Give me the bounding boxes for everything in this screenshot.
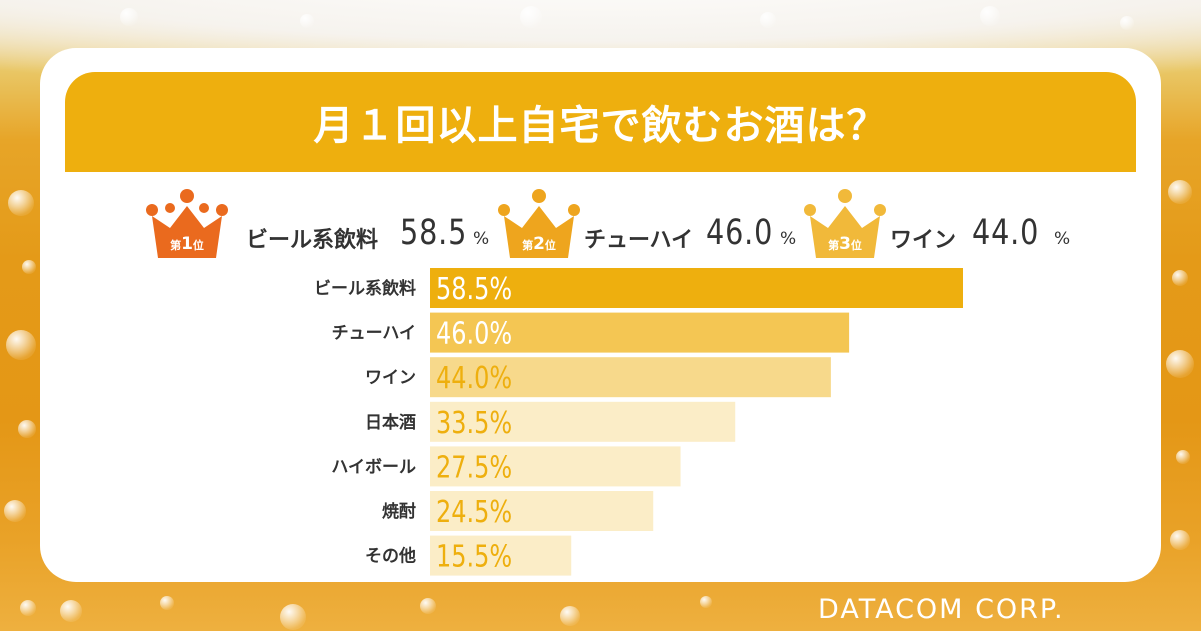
value-label: 58.5% xyxy=(436,272,512,306)
podium-value: 58.5 xyxy=(400,213,468,253)
podium-unit: % xyxy=(473,229,490,249)
value-label: 33.5% xyxy=(436,406,512,440)
podium-name: ワイン xyxy=(890,228,957,253)
category-label: 日本酒 xyxy=(365,412,416,433)
podium-name: ビール系飲料 xyxy=(246,228,379,253)
crown-icon: 第2位 xyxy=(498,186,580,262)
page-title: 月１回以上自宅で飲むお酒は？ xyxy=(313,103,888,149)
category-label: ビール系飲料 xyxy=(314,278,416,299)
value-label: 24.5% xyxy=(436,495,512,529)
category-label: チューハイ xyxy=(332,324,416,344)
podium-unit: % xyxy=(1054,229,1071,249)
title-band: 月１回以上自宅で飲むお酒は？ xyxy=(65,72,1136,172)
crown-icon: 第1位 xyxy=(146,186,228,262)
bar-4 xyxy=(430,446,681,487)
podium-value: 44.0 xyxy=(972,213,1040,253)
value-label: 15.5% xyxy=(436,540,512,574)
company-logo: DATACOM CORP. xyxy=(818,594,1065,625)
bar-0 xyxy=(430,268,963,308)
podium-unit: % xyxy=(780,229,797,249)
category-label: 焼酎 xyxy=(382,501,416,522)
bar-6 xyxy=(430,535,572,576)
bar-5 xyxy=(430,491,654,531)
bar-3 xyxy=(430,401,736,442)
bar-1 xyxy=(430,312,850,353)
value-label: 27.5% xyxy=(436,451,512,485)
category-label: その他 xyxy=(365,546,416,567)
crown-icon: 第3位 xyxy=(804,186,886,262)
category-label: ハイボール xyxy=(331,457,416,477)
category-label: ワイン xyxy=(365,368,416,388)
value-label: 46.0% xyxy=(436,317,512,351)
value-label: 44.0% xyxy=(436,362,512,396)
podium-name: チューハイ xyxy=(584,228,694,253)
bar-2 xyxy=(430,357,831,398)
podium-value: 46.0 xyxy=(706,213,774,253)
